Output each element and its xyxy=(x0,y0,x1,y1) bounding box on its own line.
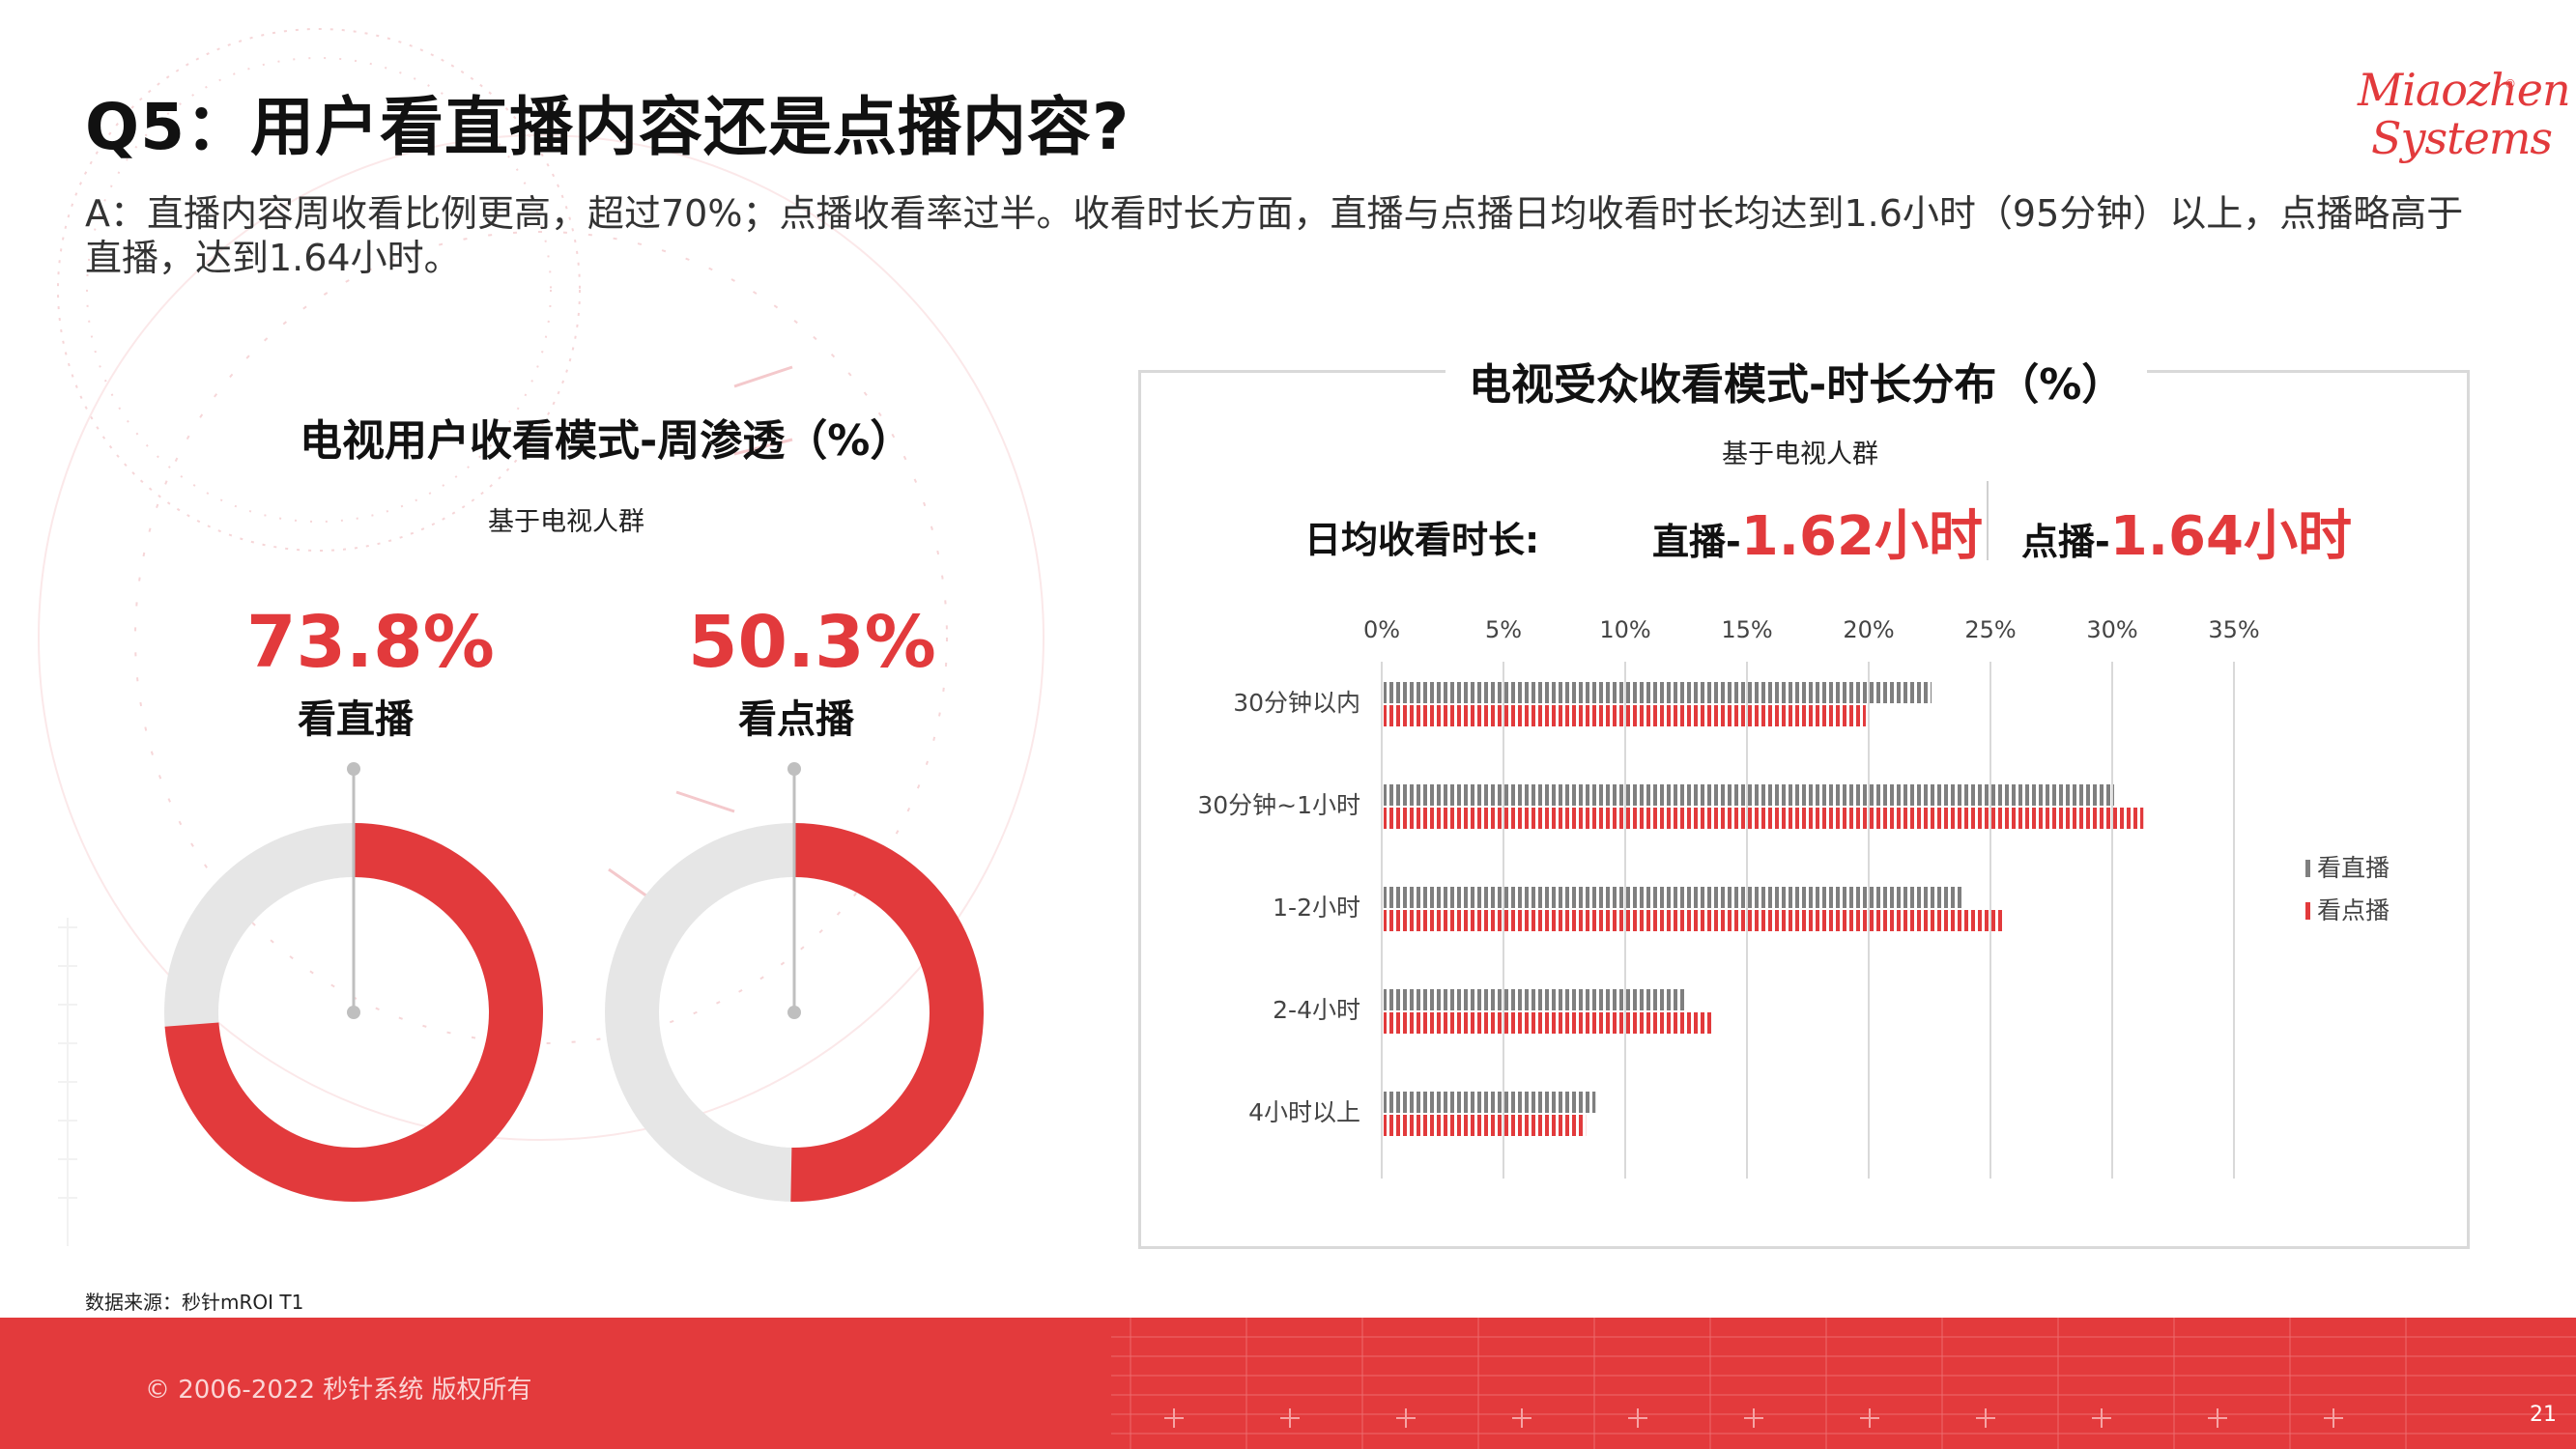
daily-live-value: 1.62小时 xyxy=(1740,505,1983,568)
duration-bar-chart: 0% 5% 10% 15% 20% 25% 30% 35% 30分钟以内 30分钟~1小时 1-2… xyxy=(1197,616,2390,1179)
x-tick-label: 30% xyxy=(2086,616,2137,643)
category-label: 2-4小时 xyxy=(1273,996,1360,1024)
live-donut-pin-center xyxy=(347,1006,360,1019)
bar-vod xyxy=(1384,1115,1587,1136)
bar-live xyxy=(1384,784,2114,806)
bar-vod xyxy=(1384,1012,1713,1034)
duration-chart-base: 基于电视人群 xyxy=(1722,440,1878,469)
category-label: 4小时以上 xyxy=(1248,1098,1360,1126)
vod-donut-chart xyxy=(605,762,985,1202)
x-tick-label: 20% xyxy=(1843,616,1894,643)
vod-penetration-value: 50.3% xyxy=(688,601,936,684)
bar-vod xyxy=(1384,910,2003,931)
live-donut-chart xyxy=(164,762,543,1202)
bar-live xyxy=(1384,1092,1596,1113)
legend-swatch xyxy=(2305,902,2310,920)
footer-bar xyxy=(0,1318,2576,1449)
penetration-chart-base: 基于电视人群 xyxy=(488,507,644,537)
logo-registered-mark: ® xyxy=(2504,77,2516,91)
bar-live xyxy=(1384,887,1963,908)
daily-divider xyxy=(1987,481,1989,560)
x-tick-label: 0% xyxy=(1363,616,1400,643)
live-penetration-value: 73.8% xyxy=(246,601,495,684)
daily-vod-name: 点播- xyxy=(2021,521,2110,563)
footer-grid-decoration xyxy=(1111,1318,2576,1449)
x-tick-label: 35% xyxy=(2208,616,2259,643)
page-title: Q5：用户看直播内容还是点播内容? xyxy=(85,90,1131,164)
vod-donut-fill xyxy=(790,823,985,1202)
x-tick-label: 25% xyxy=(1964,616,2016,643)
vod-penetration-label: 看点播 xyxy=(738,697,854,742)
x-tick-label: 15% xyxy=(1721,616,1772,643)
legend-label: 看点播 xyxy=(2317,896,2390,924)
live-donut-pin-top xyxy=(347,762,360,776)
logo-text-line2: Systems xyxy=(2371,112,2553,164)
daily-live-time: 直播-1.62小时 xyxy=(1652,493,1983,571)
bar-live xyxy=(1384,682,1932,703)
daily-watch-time-label: 日均收看时长: xyxy=(1304,519,1540,561)
legend-label: 看直播 xyxy=(2317,854,2390,882)
company-logo: Miaozhen Systems ® xyxy=(2358,64,2571,180)
live-penetration-label: 看直播 xyxy=(298,697,414,742)
answer-text: A：直播内容周收看比例更高，超过70%；点播收看率过半。收看时长方面，直播与点播… xyxy=(85,192,2464,279)
daily-vod-value: 1.64小时 xyxy=(2109,505,2352,568)
daily-live-name: 直播- xyxy=(1652,521,1741,563)
bar-live xyxy=(1384,989,1686,1010)
category-label: 30分钟~1小时 xyxy=(1197,791,1360,819)
x-tick-label: 10% xyxy=(1599,616,1650,643)
bar-vod xyxy=(1384,808,2144,829)
vod-donut-pin-center xyxy=(787,1006,801,1019)
daily-vod-time: 点播-1.64小时 xyxy=(2021,493,2352,571)
duration-chart-title: 电视受众收看模式-时长分布（%） xyxy=(1445,350,2148,412)
legend-swatch xyxy=(2305,860,2310,877)
page-number: 21 xyxy=(2530,1403,2557,1427)
category-label: 30分钟以内 xyxy=(1233,689,1360,717)
logo-text-line1: Miaozhen xyxy=(2358,64,2571,116)
penetration-chart-title: 电视用户收看模式-周渗透（%） xyxy=(300,416,913,466)
copyright-text: © 2006-2022 秒针系统 版权所有 xyxy=(145,1376,532,1405)
x-tick-label: 5% xyxy=(1485,616,1522,643)
vod-donut-pin-top xyxy=(787,762,801,776)
data-source: 数据来源：秒针mROI T1 xyxy=(85,1291,304,1314)
bar-vod xyxy=(1384,705,1866,726)
category-label: 1-2小时 xyxy=(1273,894,1360,922)
